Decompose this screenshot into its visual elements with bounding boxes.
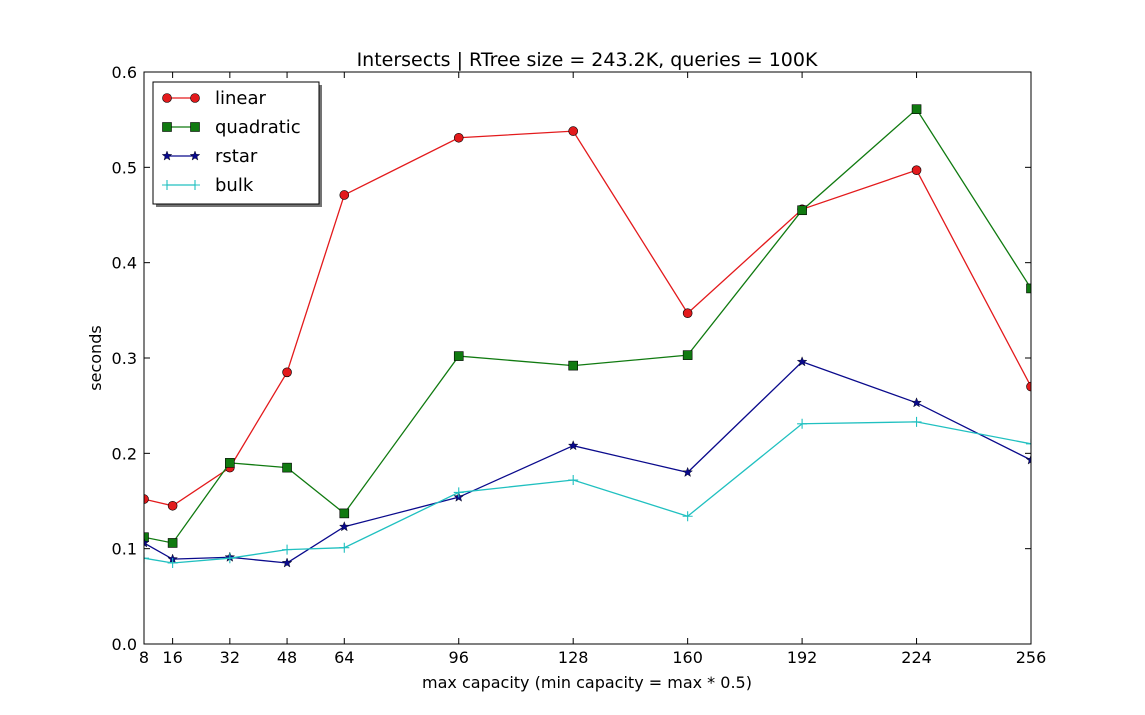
data-point-circle — [167, 500, 178, 511]
data-point-circle — [1026, 381, 1031, 392]
legend-label: rstar — [215, 146, 258, 167]
x-tick-label: 224 — [901, 648, 932, 667]
data-point-square — [282, 462, 292, 473]
plot-frame — [143, 71, 1032, 645]
series-line-rstar — [144, 361, 1031, 564]
data-point-plus — [224, 553, 235, 564]
legend-entry-bulk: bulk — [162, 175, 254, 196]
data-point-circle — [144, 494, 149, 504]
y-tick-label: 0.1 — [112, 540, 137, 559]
legend-label: bulk — [215, 175, 254, 196]
data-point-square — [1026, 283, 1031, 294]
data-point-square — [167, 538, 178, 548]
data-point-square — [911, 104, 922, 114]
x-tick-label: 32 — [220, 648, 240, 667]
data-point-plus — [797, 418, 808, 429]
data-point-plus — [144, 553, 149, 564]
x-tick-label: 48 — [277, 648, 297, 667]
series-rstar — [144, 356, 1031, 568]
data-point-circle — [190, 93, 200, 103]
data-point-plus — [190, 180, 200, 190]
data-point-square — [568, 360, 578, 371]
data-point-circle — [339, 190, 350, 200]
x-tick-label: 160 — [672, 648, 703, 667]
data-point-star — [189, 150, 201, 161]
x-axis-label: max capacity (min capacity = max * 0.5) — [422, 673, 752, 692]
data-point-plus — [282, 544, 293, 555]
series-line-bulk — [144, 421, 1031, 564]
data-point-plus — [911, 416, 922, 427]
y-tick-label: 0.0 — [112, 635, 137, 654]
data-point-plus — [682, 511, 693, 522]
data-point-plus — [162, 180, 172, 190]
series-bulk — [144, 416, 1031, 568]
data-point-star — [796, 356, 808, 367]
x-tick-label: 16 — [162, 648, 182, 667]
x-tick-label: 256 — [1016, 648, 1047, 667]
data-point-star — [567, 440, 579, 451]
y-tick-label: 0.4 — [112, 254, 137, 273]
x-tick-label: 96 — [449, 648, 469, 667]
data-point-circle — [682, 308, 693, 318]
data-point-square — [339, 508, 350, 519]
data-point-square — [190, 122, 200, 132]
legend-box — [152, 81, 320, 205]
data-point-square — [453, 351, 464, 361]
data-point-plus — [453, 487, 464, 498]
data-point-plus — [339, 542, 350, 553]
data-point-star — [281, 557, 293, 568]
legend-label: quadratic — [215, 117, 301, 138]
x-tick-label: 8 — [139, 648, 149, 667]
data-point-circle — [911, 165, 922, 175]
data-point-circle — [568, 126, 578, 136]
data-point-star — [911, 397, 922, 408]
data-point-square — [797, 205, 807, 216]
data-point-star — [682, 466, 693, 477]
x-tick-label: 64 — [334, 648, 354, 667]
y-axis-label: seconds — [86, 325, 105, 390]
x-tick-label: 128 — [558, 648, 589, 667]
data-point-square — [682, 350, 693, 360]
data-point-star — [338, 521, 350, 532]
legend-entry-rstar: rstar — [161, 146, 258, 167]
data-point-plus — [568, 475, 579, 486]
x-tick-label: 192 — [787, 648, 818, 667]
data-point-plus — [1026, 438, 1031, 449]
series-quadratic — [144, 104, 1031, 548]
legend-entry-linear: linear — [162, 88, 267, 109]
data-point-plus — [167, 557, 178, 568]
legend-entry-quadratic: quadratic — [162, 117, 301, 138]
y-tick-label: 0.6 — [112, 63, 137, 82]
data-point-star — [1025, 454, 1031, 465]
y-tick-label: 0.3 — [112, 349, 137, 368]
plot-area: 0.0 0.1 0.2 0.3 0.4 0.5 0.6 8 16 32 48 64 96 128 160 19… — [112, 63, 1047, 667]
chart-title: Intersects | RTree size = 243.2K, querie… — [357, 49, 818, 71]
legend-label: linear — [215, 88, 267, 109]
data-point-circle — [162, 93, 172, 103]
y-tick-label: 0.5 — [112, 158, 137, 177]
data-point-square — [144, 532, 149, 543]
data-point-square — [162, 122, 172, 132]
data-point-circle — [453, 132, 464, 143]
data-point-circle — [282, 367, 292, 378]
y-tick-label: 0.2 — [112, 444, 137, 463]
data-point-star — [144, 537, 150, 548]
data-point-star — [161, 150, 173, 161]
data-point-square — [225, 458, 235, 468]
